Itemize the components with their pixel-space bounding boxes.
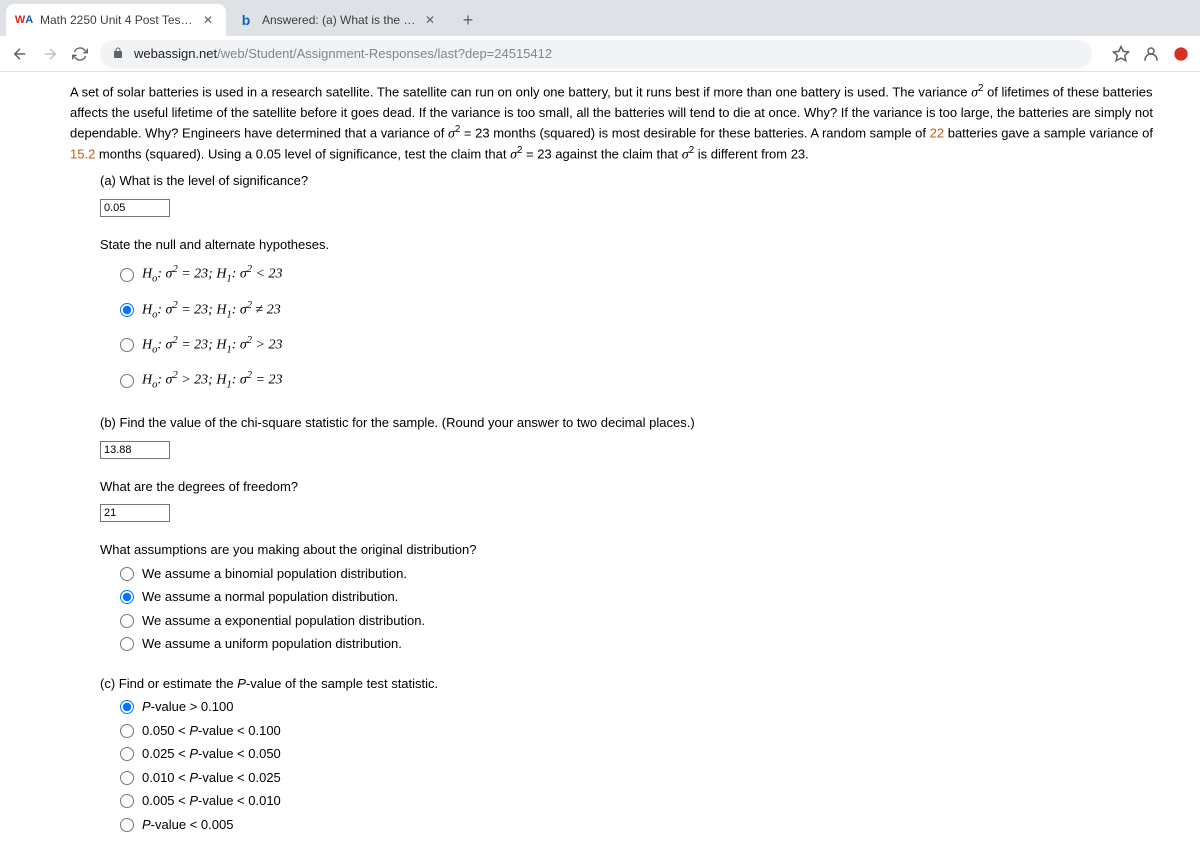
assume-option-0: We assume a binomial population distribu… bbox=[142, 564, 407, 584]
pvalue-radio-3[interactable] bbox=[120, 771, 134, 785]
browser-toolbar: webassign.net/web/Student/Assignment-Res… bbox=[0, 36, 1200, 72]
pvalue-radio-2[interactable] bbox=[120, 747, 134, 761]
pvalue-option-3: 0.010 < P-value < 0.025 bbox=[142, 768, 281, 788]
pvalue-radio-1[interactable] bbox=[120, 724, 134, 738]
browser-tabbar: WA Math 2250 Unit 4 Post Test Re ✕ b Ans… bbox=[0, 0, 1200, 36]
pvalue-option-0: P-value > 0.100 bbox=[142, 697, 233, 717]
tab-answered[interactable]: b Answered: (a) What is the leve ✕ bbox=[228, 4, 448, 36]
pvalue-radio-4[interactable] bbox=[120, 794, 134, 808]
hyp-radio-2[interactable] bbox=[120, 338, 134, 352]
pvalue-radio-5[interactable] bbox=[120, 818, 134, 832]
question-c-label: (c) Find or estimate the P-value of the … bbox=[100, 674, 1180, 694]
tab-title: Math 2250 Unit 4 Post Test Re bbox=[40, 13, 194, 27]
hyp-option-0: Ho: σ2 = 23; H1: σ2 < 23 bbox=[142, 262, 282, 287]
close-icon[interactable]: ✕ bbox=[200, 12, 216, 28]
toolbar-right bbox=[1112, 45, 1190, 63]
url-path: /web/Student/Assignment-Responses/last?d… bbox=[217, 46, 552, 61]
assume-option-1: We assume a normal population distributi… bbox=[142, 587, 398, 607]
forward-button[interactable] bbox=[40, 44, 60, 64]
favicon-bartleby: b bbox=[238, 12, 254, 28]
hyp-radio-3[interactable] bbox=[120, 374, 134, 388]
url-domain: webassign.net bbox=[134, 46, 217, 61]
hyp-option-1: Ho: σ2 = 23; H1: σ2 ≠ 23 bbox=[142, 298, 281, 323]
hyp-radio-1[interactable] bbox=[120, 303, 134, 317]
lock-icon bbox=[112, 47, 126, 61]
problem-text: A set of solar batteries is used in a re… bbox=[70, 82, 1180, 165]
extension-icon[interactable] bbox=[1172, 45, 1190, 63]
pvalue-radio-0[interactable] bbox=[120, 700, 134, 714]
df-label: What are the degrees of freedom? bbox=[100, 477, 1180, 497]
assume-radio-2[interactable] bbox=[120, 614, 134, 628]
assumptions-label: What assumptions are you making about th… bbox=[100, 540, 1180, 560]
reload-button[interactable] bbox=[70, 44, 90, 64]
pvalue-option-4: 0.005 < P-value < 0.010 bbox=[142, 791, 281, 811]
hypotheses-label: State the null and alternate hypotheses. bbox=[100, 235, 1180, 255]
significance-input[interactable] bbox=[100, 199, 170, 217]
new-tab-button[interactable]: + bbox=[454, 6, 482, 34]
question-a-label: (a) What is the level of significance? bbox=[100, 171, 1180, 191]
favicon-webassign: WA bbox=[16, 12, 32, 28]
hyp-radio-0[interactable] bbox=[120, 268, 134, 282]
assume-radio-0[interactable] bbox=[120, 567, 134, 581]
hyp-option-2: Ho: σ2 = 23; H1: σ2 > 23 bbox=[142, 333, 282, 358]
pvalue-option-5: P-value < 0.005 bbox=[142, 815, 233, 835]
profile-icon[interactable] bbox=[1142, 45, 1160, 63]
assume-option-2: We assume a exponential population distr… bbox=[142, 611, 425, 631]
back-button[interactable] bbox=[10, 44, 30, 64]
pvalue-option-2: 0.025 < P-value < 0.050 bbox=[142, 744, 281, 764]
assume-radio-1[interactable] bbox=[120, 590, 134, 604]
hyp-option-3: Ho: σ2 > 23; H1: σ2 = 23 bbox=[142, 368, 282, 393]
pvalue-option-1: 0.050 < P-value < 0.100 bbox=[142, 721, 281, 741]
tab-title: Answered: (a) What is the leve bbox=[262, 13, 416, 27]
problem-content: A set of solar batteries is used in a re… bbox=[0, 72, 1200, 848]
star-icon[interactable] bbox=[1112, 45, 1130, 63]
assume-option-3: We assume a uniform population distribut… bbox=[142, 634, 402, 654]
question-b-label: (b) Find the value of the chi-square sta… bbox=[100, 413, 1180, 433]
chisq-input[interactable] bbox=[100, 441, 170, 459]
address-bar[interactable]: webassign.net/web/Student/Assignment-Res… bbox=[100, 40, 1092, 68]
assume-radio-3[interactable] bbox=[120, 637, 134, 651]
df-input[interactable] bbox=[100, 504, 170, 522]
close-icon[interactable]: ✕ bbox=[422, 12, 438, 28]
tab-math2250[interactable]: WA Math 2250 Unit 4 Post Test Re ✕ bbox=[6, 4, 226, 36]
